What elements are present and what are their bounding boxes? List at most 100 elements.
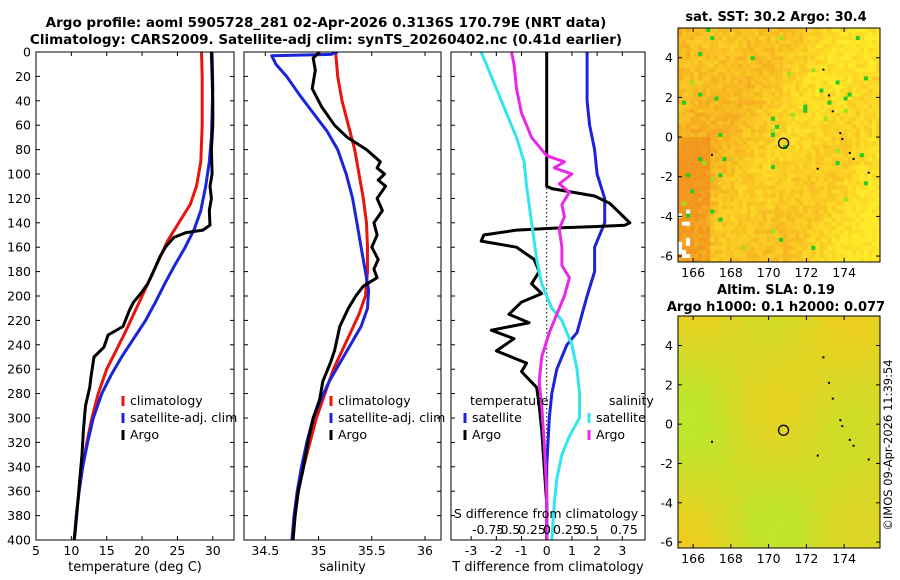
map-cell (686, 368, 691, 373)
map-cell (819, 165, 824, 170)
map-cell (807, 132, 812, 138)
map-cell (859, 364, 865, 369)
map-cell (678, 209, 683, 214)
map-cell (734, 233, 739, 239)
map-cell (758, 153, 764, 158)
map-cell (815, 100, 820, 106)
legend-label: Argo (338, 427, 367, 442)
map-cell (823, 104, 828, 110)
map-cell (779, 124, 784, 130)
map-cell (867, 32, 873, 37)
map-cell (718, 376, 723, 381)
map-cell (871, 225, 877, 231)
map-cell (875, 100, 880, 106)
map-cell (682, 104, 687, 110)
map-cell (819, 40, 824, 45)
map-cell (698, 400, 703, 405)
map-cell (706, 60, 711, 65)
map-cell (811, 221, 816, 227)
map-cell (678, 444, 683, 449)
map-cell (682, 229, 687, 235)
map-cell (851, 237, 857, 243)
map-cell (843, 424, 849, 429)
map-cell (859, 140, 865, 146)
map-cell (795, 136, 800, 142)
map-cell (718, 88, 723, 93)
map-cell (867, 440, 873, 445)
map-cell (807, 428, 812, 433)
map-cell (831, 169, 836, 174)
map-cell (811, 88, 816, 93)
map-cell (875, 177, 880, 182)
map-cell (694, 116, 699, 122)
map-cell (774, 444, 780, 449)
map-cell (750, 392, 756, 397)
map-cell (871, 157, 877, 162)
map-cell (831, 229, 836, 235)
map-cell (839, 149, 845, 154)
map-cell (807, 452, 812, 457)
map-cell (694, 448, 699, 453)
map-cell (770, 233, 776, 239)
map-cell (766, 52, 772, 57)
map-cell (758, 157, 764, 162)
map-cell (754, 316, 760, 321)
map-cell (738, 448, 744, 453)
map-cell (783, 344, 788, 349)
map-cell (766, 217, 772, 223)
map-cell (722, 120, 727, 126)
map-cell (871, 80, 877, 85)
map-cell (831, 120, 836, 126)
map-cell (706, 201, 711, 206)
map-cell (779, 201, 784, 206)
map-cell (722, 72, 727, 77)
map-cell (839, 205, 845, 210)
map-cell (831, 136, 836, 142)
map-cell (787, 48, 792, 53)
map-cell (758, 136, 764, 142)
map-cell (819, 161, 824, 166)
map-cell (730, 177, 735, 182)
map-cell (686, 173, 691, 178)
y-tick-label: -4 (661, 209, 674, 224)
map-cell (754, 88, 760, 93)
map-cell (682, 380, 687, 385)
map-cell (730, 56, 735, 61)
map-cell (811, 420, 816, 425)
map-cell (819, 68, 824, 73)
map-cell (746, 420, 752, 425)
map-cell (710, 332, 715, 337)
map-cell (783, 368, 788, 373)
map-cell (823, 173, 828, 178)
map-cell (682, 428, 687, 433)
map-cell (682, 400, 687, 405)
map-cell (859, 173, 865, 178)
map-cell (831, 128, 836, 134)
map-cell (686, 217, 691, 223)
map-cell (694, 48, 699, 53)
map-cell (867, 76, 873, 81)
map-cell (795, 28, 800, 33)
map-cell (698, 372, 703, 377)
map-cell (734, 432, 739, 437)
map-cell (746, 205, 752, 210)
map-cell (690, 396, 695, 401)
map-cell (871, 193, 877, 198)
x-tick-label: 10 (63, 543, 79, 558)
map-cell (843, 185, 849, 190)
map-cell (779, 96, 784, 102)
map-cell (682, 140, 687, 146)
map-cell (730, 400, 735, 405)
map-cell (738, 328, 744, 333)
map-cell (758, 88, 764, 93)
map-cell (742, 332, 748, 337)
map-cell (787, 400, 792, 405)
map-cell (762, 48, 768, 53)
sla-map-title-line2: Argo h1000: 0.1 h2000: 0.077 (666, 300, 886, 315)
map-cell (855, 84, 861, 89)
map-cell (726, 245, 731, 251)
map-cell (803, 177, 808, 182)
map-cell (863, 185, 869, 190)
map-cell (807, 32, 812, 37)
map-cell (770, 320, 776, 325)
